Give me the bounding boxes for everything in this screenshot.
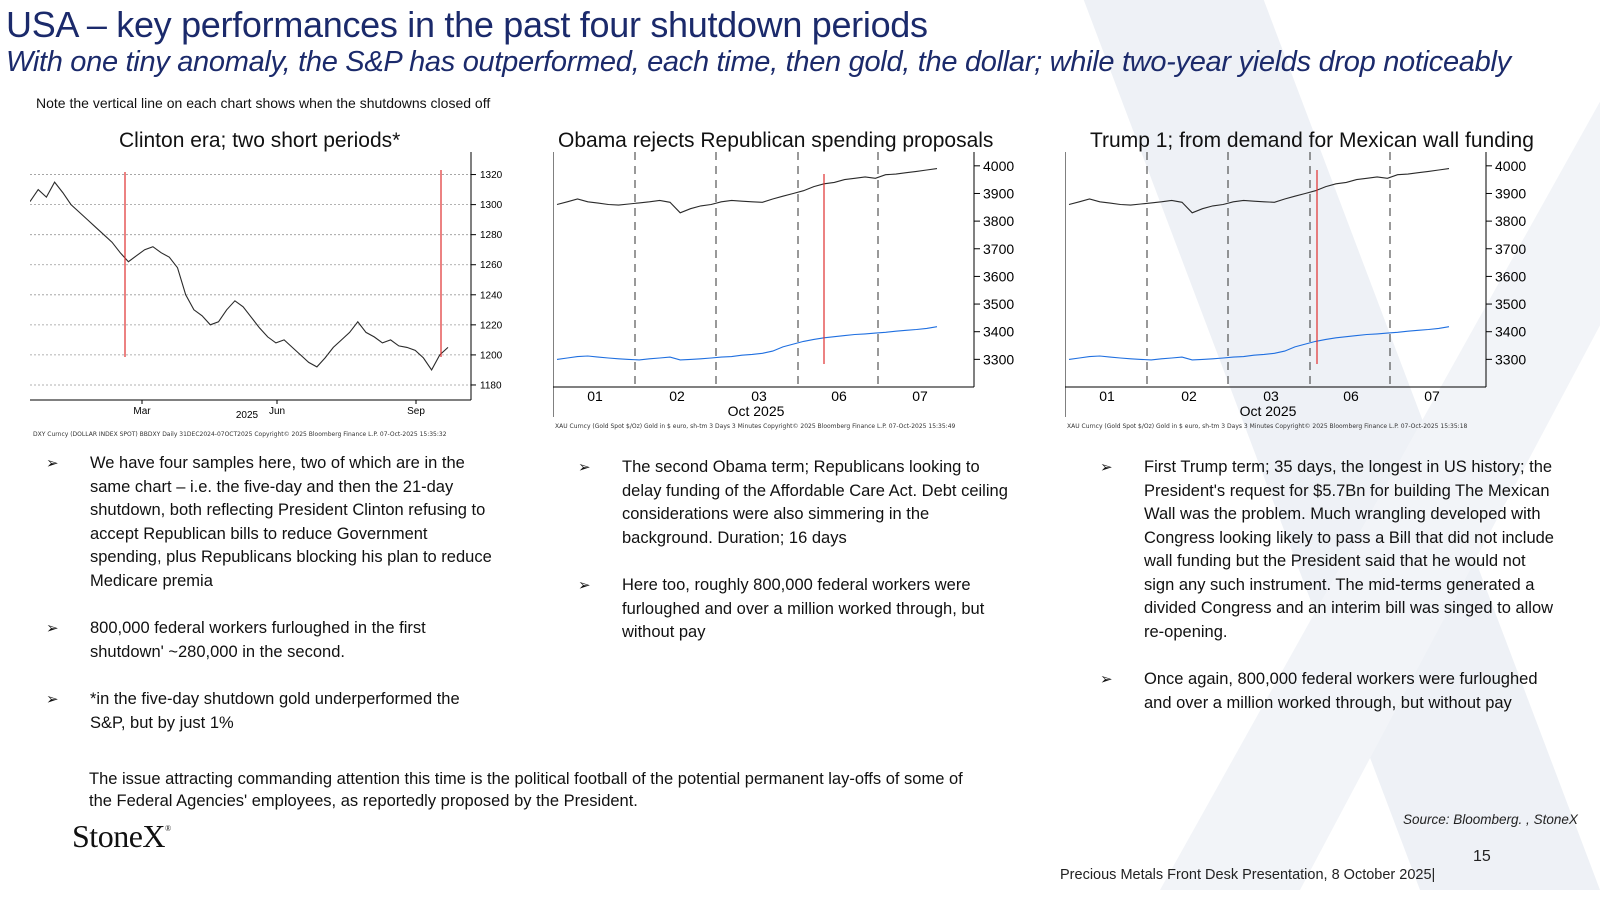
dollar-index-series — [30, 181, 449, 371]
list-item: ➢ Once again, 800,000 federal workers wer… — [1100, 670, 1538, 712]
chart-obama: 4000 3900 3800 3700 3600 3500 3400 3300 01 02 03 0… — [553, 152, 1023, 442]
issue-paragraph: The issue attracting commanding attentio… — [89, 770, 963, 810]
y-tick-label: 1320 — [480, 170, 503, 181]
y-tick-label: 3300 — [983, 351, 1014, 367]
chart-source-line: DXY Curncy (DOLLAR INDEX SPOT) BBDXY Dai… — [33, 431, 447, 438]
x-tick-label: 03 — [1263, 388, 1279, 404]
x-tick-label: 06 — [1343, 388, 1359, 404]
x-tick-label: 07 — [912, 388, 928, 404]
presentation-footer: Precious Metals Front Desk Presentation,… — [1060, 867, 1436, 883]
x-tick-label: Jun — [269, 406, 285, 417]
clinton-bullets: ➢ We have four samples here, two of which… — [46, 452, 496, 759]
gold-usd-series — [556, 168, 938, 214]
chart-trump: 4000 3900 3800 3700 3600 3500 3400 3300 01 02 03 0… — [1065, 152, 1535, 442]
y-tick-label: 1240 — [480, 290, 503, 301]
trump-bullets: ➢ First Trump term; 35 days, the longest … — [1100, 456, 1560, 739]
x-tick-label: 02 — [1181, 388, 1197, 404]
x-tick-label: Sep — [407, 406, 425, 417]
y-tick-label: 3700 — [983, 241, 1014, 257]
gold-euro-series — [1068, 326, 1450, 361]
chart-1-title: Clinton era; two short periods* — [119, 129, 401, 152]
y-tick-label: 3900 — [983, 185, 1014, 201]
y-tick-label: 1180 — [480, 380, 502, 391]
chart-note: Note the vertical line on each chart sho… — [36, 95, 491, 111]
y-tick-label: 4000 — [983, 158, 1014, 174]
y-tick-label: 1200 — [480, 350, 503, 361]
x-axis-month-label: Oct 2025 — [728, 403, 785, 419]
gold-euro-series — [556, 326, 938, 361]
list-item: ➢ *in the five-day shutdown gold underper… — [46, 690, 460, 732]
arrow-bullet-icon: ➢ — [46, 691, 59, 708]
y-tick-label: 4000 — [1495, 158, 1526, 174]
list-item: ➢ We have four samples here, two of which… — [46, 454, 492, 590]
page-title: USA – key performances in the past four … — [6, 4, 928, 45]
source-note: Source: Bloomberg. , StoneX — [1403, 812, 1578, 827]
y-tick-label: 1260 — [480, 260, 503, 271]
gold-usd-series — [1068, 168, 1450, 214]
arrow-bullet-icon: ➢ — [1100, 459, 1113, 476]
chart-2-svg: 4000 3900 3800 3700 3600 3500 3400 3300 01 02 03 0… — [553, 152, 1014, 430]
x-tick-label: Mar — [133, 406, 151, 417]
arrow-bullet-icon: ➢ — [578, 577, 591, 594]
x-axis-year-label: 2025 — [236, 410, 259, 421]
chart-source-line: XAU Curncy (Gold Spot $/Oz) Gold in $ eu… — [555, 423, 956, 430]
y-tick-label: 3400 — [983, 324, 1014, 340]
chart-3-svg: 4000 3900 3800 3700 3600 3500 3400 3300 01 02 03 0… — [1065, 152, 1526, 430]
x-tick-label: 06 — [831, 388, 847, 404]
y-tick-label: 3400 — [1495, 324, 1526, 340]
y-tick-label: 3600 — [1495, 268, 1526, 284]
y-tick-label: 1300 — [480, 200, 503, 211]
chart-1-svg: 1320 1300 1280 1260 1240 1220 1200 1180 Mar Jun S… — [30, 152, 503, 438]
obama-bullets: ➢ The second Obama term; Republicans look… — [578, 456, 1018, 669]
y-tick-label: 3900 — [1495, 185, 1526, 201]
arrow-bullet-icon: ➢ — [578, 459, 591, 476]
chart-3-title: Trump 1; from demand for Mexican wall fu… — [1090, 129, 1534, 152]
y-tick-label: 1280 — [480, 230, 503, 241]
page-number: 15 — [1473, 848, 1491, 865]
y-tick-label: 3800 — [983, 213, 1014, 229]
chart-source-line: XAU Curncy (Gold Spot $/Oz) Gold in $ eu… — [1067, 423, 1468, 430]
chart-2-title: Obama rejects Republican spending propos… — [558, 129, 994, 152]
y-tick-label: 3800 — [1495, 213, 1526, 229]
list-item: ➢ 800,000 federal workers furloughed in t… — [46, 619, 426, 661]
x-tick-label: 02 — [669, 388, 685, 404]
x-tick-label: 03 — [751, 388, 767, 404]
y-tick-label: 3500 — [983, 296, 1014, 312]
list-item: ➢ First Trump term; 35 days, the longest … — [1100, 458, 1554, 641]
y-tick-label: 3500 — [1495, 296, 1526, 312]
arrow-bullet-icon: ➢ — [46, 455, 59, 472]
arrow-bullet-icon: ➢ — [1100, 671, 1113, 688]
chart-clinton-era: 1320 1300 1280 1260 1240 1220 1200 1180 Mar Jun S… — [30, 152, 510, 442]
arrow-bullet-icon: ➢ — [46, 620, 59, 637]
list-item: ➢ The second Obama term; Republicans look… — [578, 458, 1008, 547]
x-tick-label: 01 — [587, 388, 603, 404]
page-subtitle: With one tiny anomaly, the S&P has outpe… — [6, 46, 1511, 78]
x-tick-label: 07 — [1424, 388, 1440, 404]
x-axis-month-label: Oct 2025 — [1240, 403, 1297, 419]
list-item: ➢ Here too, roughly 800,000 federal worke… — [578, 576, 985, 641]
y-tick-label: 1220 — [480, 320, 503, 331]
y-tick-label: 3700 — [1495, 241, 1526, 257]
y-tick-label: 3300 — [1495, 351, 1526, 367]
y-tick-label: 3600 — [983, 268, 1014, 284]
x-tick-label: 01 — [1099, 388, 1115, 404]
stonex-logo: StoneX® — [72, 818, 171, 854]
